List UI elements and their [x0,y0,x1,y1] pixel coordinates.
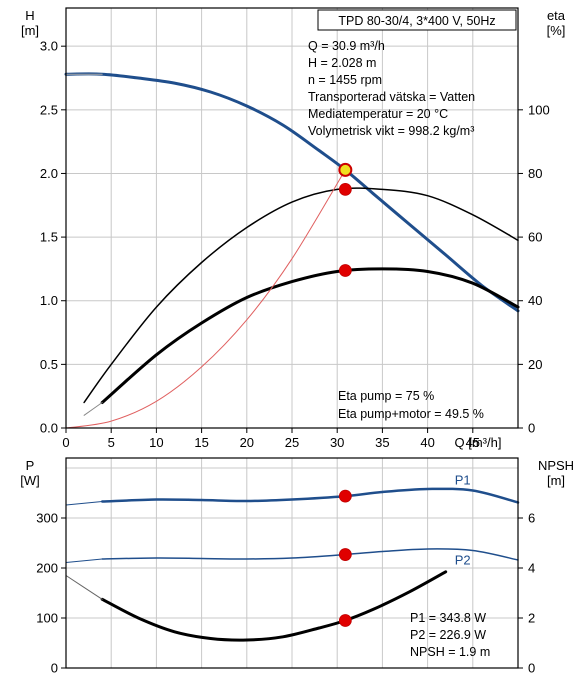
top-left-tick-label: 2.5 [40,102,58,117]
operating-point-eta-motor [338,264,352,277]
top-left-tick-label: 1.0 [40,293,58,308]
top-left-tick-label: 0.0 [40,421,58,436]
bot-right-tick-label: 0 [528,661,535,676]
bot-left-tick-label: 300 [36,511,58,526]
x-tick-label: 45 [466,435,480,450]
bottom-panel: 0 100 200 300 0 2 4 6 P [W] NPSH [m] P1 P2 P1 = … [20,457,574,676]
npsh-axis-label-2: [m] [547,473,565,488]
x-tick-label: 0 [62,435,69,450]
p-axis-label-1: P [26,458,35,473]
eta-axis-label-2: [%] [547,23,566,38]
x-tick-label: 5 [108,435,115,450]
bottom-plot-frame [65,457,519,669]
top-left-tick-label: 1.5 [40,230,58,245]
power-value-line: P1 = 343.8 W [410,611,486,625]
series-label-P1: P1 [455,473,471,488]
top-left-tick-label: 2.0 [40,166,58,181]
curve-P2-extension [65,558,103,563]
info-line: Volymetrisk vikt = 998.2 kg/m³ [308,124,474,138]
series-labels: P1 P2 [455,473,471,568]
curve-NPSH-extension [65,575,103,600]
eta-lines: Eta pump = 75 % Eta pump+motor = 49.5 % [338,389,484,421]
top-ticks: 0.0 0.5 1.0 1.5 2.0 2.5 3.0 0 20 40 60 80 100 0 5 10 15 2… [40,39,550,450]
top-grid [66,8,518,428]
h-axis-label-1: H [25,8,34,23]
top-right-tick-label: 40 [528,293,542,308]
x-tick-label: 25 [285,435,299,450]
operating-point-P1 [338,489,352,503]
top-right-tick-label: 80 [528,166,542,181]
operating-point-NPSH [338,614,352,627]
bottom-points [338,489,352,627]
top-points [338,162,353,277]
top-left-tick-label: 0.5 [40,357,58,372]
curve-P1-extension [65,501,103,506]
operating-point-H [338,162,353,177]
top-right-tick-label: 100 [528,102,550,117]
values-lines: P1 = 343.8 W P2 = 226.9 W NPSH = 1.9 m [410,611,490,659]
top-right-tick-label: 20 [528,357,542,372]
bot-left-tick-label: 0 [51,661,58,676]
operating-point-eta-pump [338,182,352,196]
power-value-line: P2 = 226.9 W [410,628,486,642]
curve-P2 [101,548,519,561]
top-left-tick-label: 3.0 [40,39,58,54]
curve-NPSH [100,570,448,642]
info-line: H = 2.028 m [308,56,376,70]
info-line: n = 1455 rpm [308,73,382,87]
npsh-axis-label-1: NPSH [538,458,574,473]
curve-eta-pump-motor-extension [83,402,103,416]
bot-left-tick-label: 100 [36,611,58,626]
top-panel: 0.0 0.5 1.0 1.5 2.0 2.5 3.0 0 20 40 60 80 100 0 5 10 15 2… [21,7,566,450]
bottom-ticks: 0 100 200 300 0 2 4 6 [36,511,535,676]
info-title: TPD 80-30/4, 3*400 V, 50Hz [338,14,495,28]
eta-axis-label-1: eta [547,8,566,23]
curve-eta-pump [83,187,519,404]
operating-point-P2 [338,548,352,561]
top-curves [64,72,520,429]
x-tick-label: 40 [420,435,434,450]
x-tick-label: 20 [240,435,254,450]
info-lines: Q = 30.9 m³/h H = 2.028 m n = 1455 rpm Tran… [308,39,475,138]
curve-H [64,72,520,313]
bot-right-tick-label: 6 [528,511,535,526]
curve-eta-pump-motor [100,267,520,404]
bottom-curves [65,487,520,642]
curve-P1 [100,487,520,504]
x-tick-label: 35 [375,435,389,450]
power-value-line: NPSH = 1.9 m [410,645,490,659]
q-axis-label: Q [m³/h] [455,435,502,450]
series-label-P2: P2 [455,553,471,568]
info-title-box [317,9,517,31]
p-axis-label-2: [W] [20,473,40,488]
bot-left-tick-label: 200 [36,561,58,576]
top-right-tick-label: 60 [528,230,542,245]
bot-right-tick-label: 4 [528,561,535,576]
eta-value-line: Eta pump+motor = 49.5 % [338,407,484,421]
eta-value-line: Eta pump = 75 % [338,389,434,403]
x-tick-label: 10 [149,435,163,450]
curve-system-curve [65,169,346,429]
info-line: Transporterad vätska = Vatten [308,90,475,104]
h-axis-label-2: [m] [21,23,39,38]
x-tick-label: 15 [194,435,208,450]
info-line: Q = 30.9 m³/h [308,39,385,53]
bot-right-tick-label: 2 [528,611,535,626]
info-line: Mediatemperatur = 20 °C [308,107,448,121]
top-right-tick-label: 0 [528,421,535,436]
x-tick-label: 30 [330,435,344,450]
